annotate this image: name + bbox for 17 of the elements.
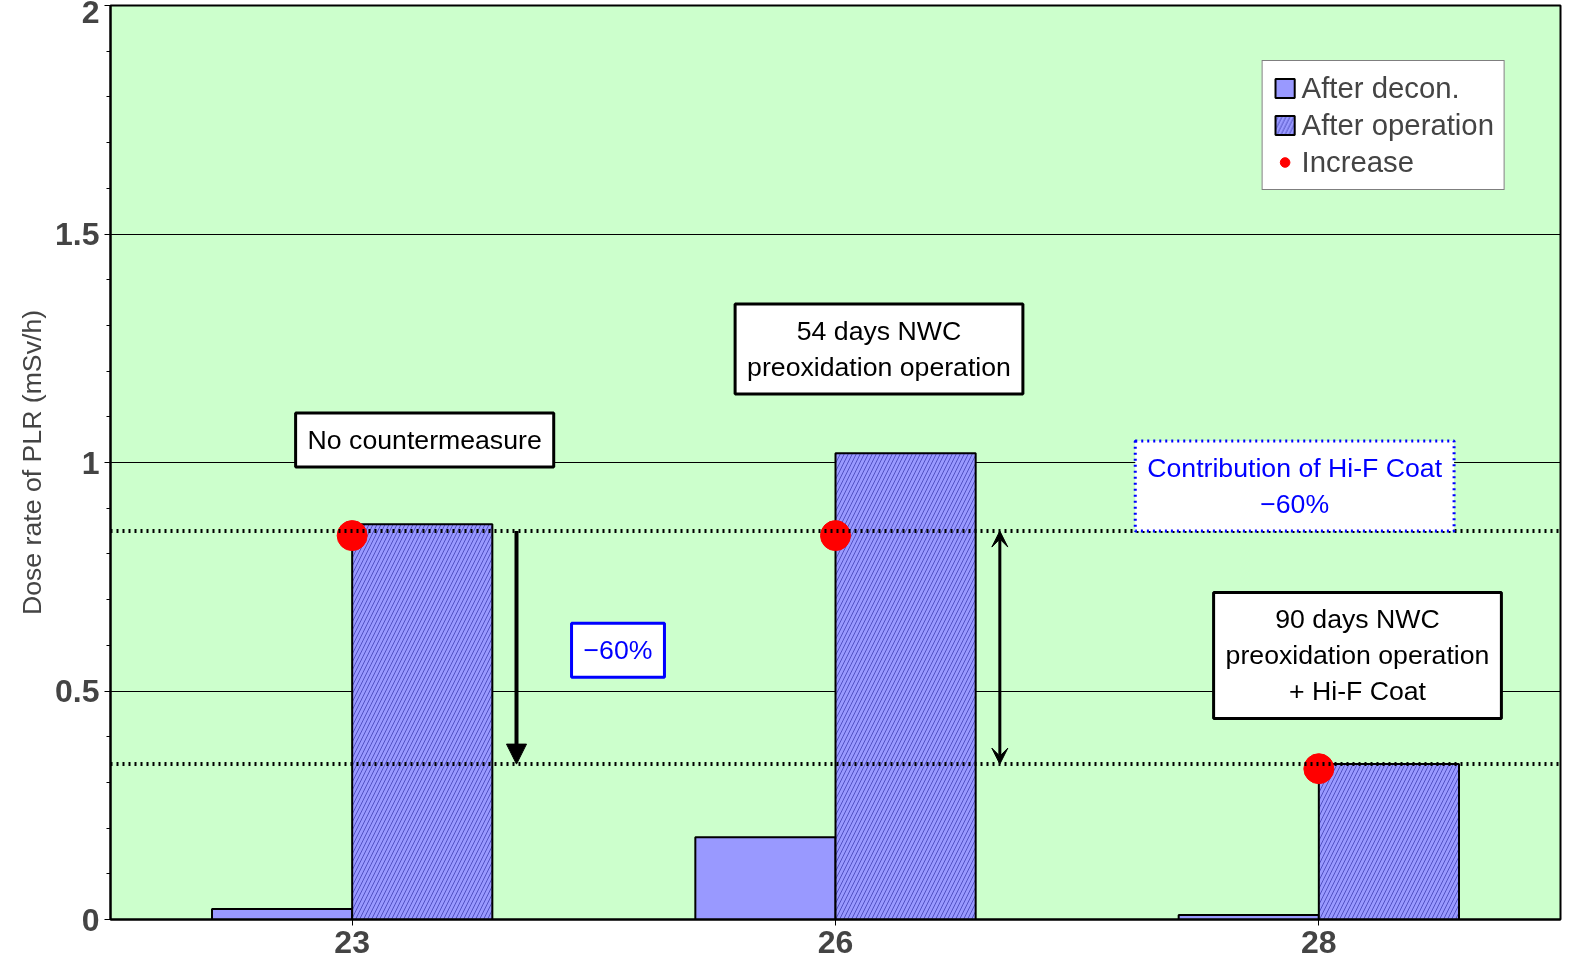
y-tick-label: 0.5 [55, 673, 100, 709]
legend-label: After decon. [1301, 71, 1460, 105]
annotation: 90 days NWC preoxidation operation + Hi-F Coat [1225, 604, 1490, 707]
y-tick-label: 2 [81, 0, 100, 30]
y-tick-label: 0 [81, 901, 100, 938]
x-tick-label: 28 [1301, 923, 1337, 960]
annotation: Contribution of Hi-F Coat −60% [1147, 453, 1443, 520]
y-axis-title: Dose rate of PLR (mSv/h) [17, 309, 48, 616]
y-tick-label: 1 [81, 444, 100, 481]
legend-label: After operation [1301, 108, 1494, 142]
annotation: −60% [583, 635, 653, 666]
x-tick-label: 26 [817, 923, 854, 960]
x-tick-label: 23 [334, 923, 370, 960]
annotation: 54 days NWC preoxidation operation [747, 315, 1011, 382]
y-tick-label: 1.5 [55, 216, 100, 252]
legend-label: Increase [1301, 145, 1415, 179]
annotation: No countermeasure [307, 425, 542, 456]
